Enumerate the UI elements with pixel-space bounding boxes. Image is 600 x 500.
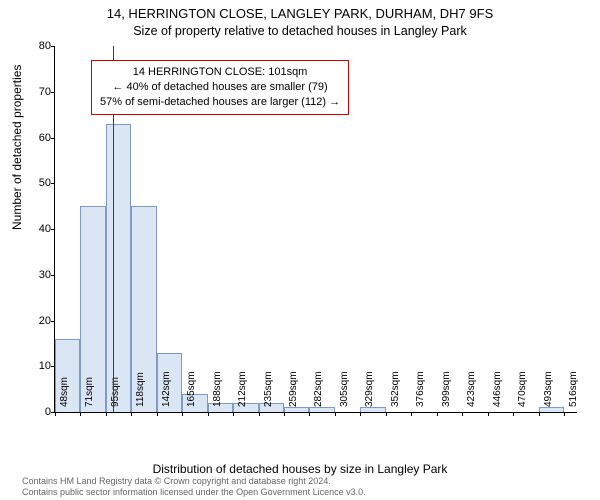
x-tick-label: 376sqm: [415, 371, 426, 407]
x-tick-mark: [386, 412, 387, 416]
y-tick-label: 70: [23, 86, 51, 98]
x-tick-mark: [462, 412, 463, 416]
x-tick-label: 118sqm: [135, 372, 146, 407]
x-tick-label: 235sqm: [263, 371, 274, 407]
x-tick-mark: [564, 412, 565, 416]
x-tick-label: 305sqm: [339, 371, 350, 407]
y-tick-label: 30: [23, 269, 51, 281]
x-tick-label: 188sqm: [212, 371, 223, 407]
annot-line-1: 14 HERRINGTON CLOSE: 101sqm: [100, 65, 340, 80]
x-tick-mark: [80, 412, 81, 416]
x-tick-label: 470sqm: [517, 371, 528, 407]
y-tick-mark: [51, 46, 55, 47]
footer-attribution: Contains HM Land Registry data © Crown c…: [22, 476, 366, 498]
x-tick-label: 71sqm: [84, 377, 95, 407]
x-tick-mark: [488, 412, 489, 416]
x-tick-mark: [106, 412, 107, 416]
x-tick-mark: [131, 412, 132, 416]
x-tick-label: 259sqm: [288, 371, 299, 407]
y-tick-label: 80: [23, 40, 51, 52]
y-tick-label: 60: [23, 132, 51, 144]
x-tick-mark: [182, 412, 183, 416]
histogram-chart: 0102030405060708048sqm71sqm95sqm118sqm14…: [54, 46, 577, 413]
y-tick-label: 40: [23, 223, 51, 235]
footer-line-1: Contains HM Land Registry data © Crown c…: [22, 476, 366, 487]
x-tick-mark: [208, 412, 209, 416]
x-axis-label: Distribution of detached houses by size …: [0, 462, 600, 476]
x-tick-label: 423sqm: [466, 371, 477, 407]
x-tick-label: 399sqm: [441, 371, 452, 407]
x-tick-label: 142sqm: [161, 371, 172, 407]
x-tick-mark: [513, 412, 514, 416]
footer-line-2: Contains public sector information licen…: [22, 487, 366, 498]
x-tick-mark: [335, 412, 336, 416]
x-tick-label: 165sqm: [186, 371, 197, 407]
y-tick-label: 20: [23, 315, 51, 327]
histogram-bar: [360, 407, 385, 412]
x-tick-mark: [259, 412, 260, 416]
x-tick-label: 446sqm: [492, 371, 503, 407]
y-tick-mark: [51, 321, 55, 322]
x-tick-mark: [284, 412, 285, 416]
x-tick-label: 48sqm: [59, 377, 70, 407]
x-tick-label: 516sqm: [568, 371, 579, 407]
x-tick-label: 352sqm: [390, 371, 401, 407]
x-tick-mark: [233, 412, 234, 416]
x-tick-mark: [411, 412, 412, 416]
x-tick-mark: [539, 412, 540, 416]
x-tick-label: 95sqm: [110, 377, 121, 407]
x-tick-mark: [157, 412, 158, 416]
annot-line-2: ← 40% of detached houses are smaller (79…: [100, 80, 340, 95]
y-tick-mark: [51, 275, 55, 276]
histogram-bar: [106, 124, 131, 412]
x-tick-mark: [55, 412, 56, 416]
x-tick-label: 329sqm: [364, 371, 375, 407]
page-title: 14, HERRINGTON CLOSE, LANGLEY PARK, DURH…: [0, 6, 600, 23]
x-tick-label: 212sqm: [237, 371, 248, 407]
y-tick-label: 50: [23, 177, 51, 189]
y-tick-mark: [51, 92, 55, 93]
y-axis-label: Number of detached properties: [10, 65, 24, 230]
x-tick-mark: [360, 412, 361, 416]
annot-line-3: 57% of semi-detached houses are larger (…: [100, 95, 340, 110]
page-subtitle: Size of property relative to detached ho…: [0, 23, 600, 39]
y-tick-label: 0: [23, 406, 51, 418]
y-tick-mark: [51, 183, 55, 184]
x-tick-mark: [437, 412, 438, 416]
y-tick-mark: [51, 138, 55, 139]
histogram-bar: [309, 407, 334, 412]
x-tick-label: 493sqm: [543, 371, 554, 407]
y-tick-label: 10: [23, 360, 51, 372]
histogram-bar: [539, 407, 564, 412]
x-tick-mark: [309, 412, 310, 416]
y-tick-mark: [51, 229, 55, 230]
histogram-bar: [284, 407, 309, 412]
x-tick-label: 282sqm: [313, 371, 324, 407]
annotation-box: 14 HERRINGTON CLOSE: 101sqm ← 40% of det…: [91, 60, 349, 115]
